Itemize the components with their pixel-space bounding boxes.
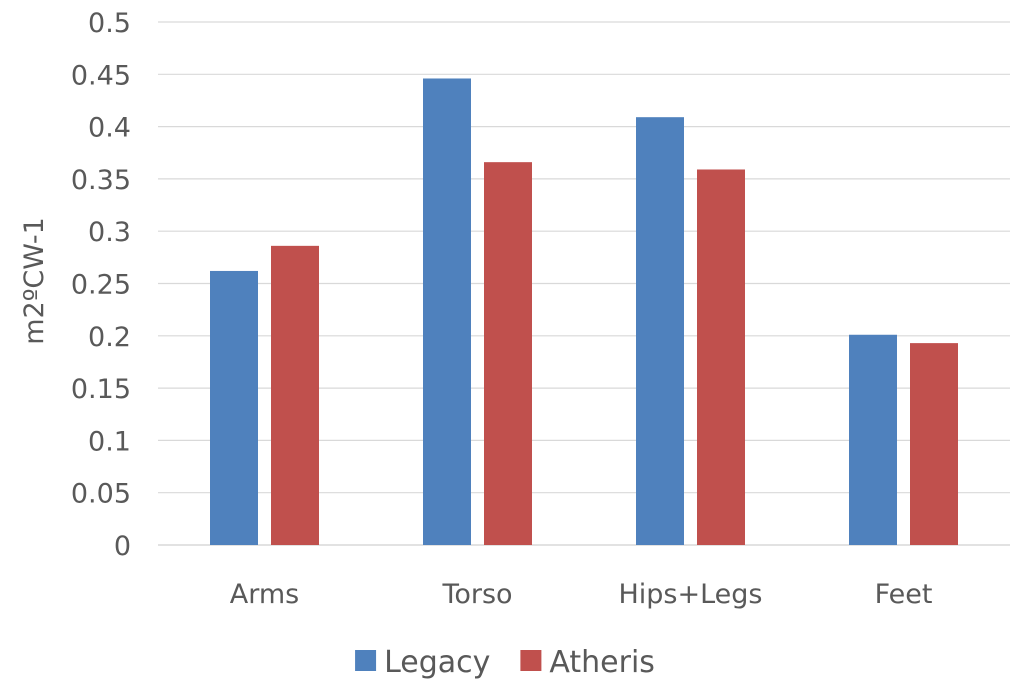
y-tick-label: 0.2 xyxy=(88,322,131,353)
legend-swatch-legacy xyxy=(355,650,377,671)
x-category-label: Torso xyxy=(441,579,512,610)
bar-atheris-torso xyxy=(484,162,532,545)
legend-label: Legacy xyxy=(384,645,490,679)
bar-legacy-hips-legs xyxy=(636,117,684,545)
x-category-label: Arms xyxy=(230,579,299,610)
x-category-label: Feet xyxy=(875,579,933,610)
x-axis-categories: Arms Torso Hips+Legs Feet xyxy=(230,579,933,610)
y-tick-label: 0.35 xyxy=(71,165,131,196)
y-tick-label: 0.5 xyxy=(88,8,131,39)
y-tick-label: 0.4 xyxy=(88,113,131,144)
bar-legacy-torso xyxy=(423,78,471,545)
legend-label: Atheris xyxy=(549,645,655,679)
y-tick-label: 0.1 xyxy=(88,426,131,457)
y-tick-label: 0.3 xyxy=(88,217,131,248)
y-tick-label: 0.45 xyxy=(71,60,131,91)
y-tick-label: 0.25 xyxy=(71,270,131,301)
bar-atheris-arms xyxy=(271,245,319,545)
legend-swatch-atheris xyxy=(520,650,542,671)
bar-legacy-arms xyxy=(210,270,258,545)
bars xyxy=(210,78,958,545)
x-category-label: Hips+Legs xyxy=(618,579,762,610)
bar-legacy-feet xyxy=(849,334,897,545)
y-axis-title: m2ºCW-1 xyxy=(19,217,50,345)
bar-atheris-hips-legs xyxy=(697,169,745,545)
y-tick-label: 0.15 xyxy=(71,374,131,405)
y-tick-label: 0.05 xyxy=(71,479,131,510)
legend: Legacy Atheris xyxy=(355,645,655,680)
y-axis-ticks: 0 0.05 0.1 0.15 0.2 0.25 0.3 0.35 0.4 0.45 0.5 xyxy=(71,8,131,562)
y-tick-label: 0 xyxy=(114,531,131,562)
bar-atheris-feet xyxy=(910,343,958,545)
